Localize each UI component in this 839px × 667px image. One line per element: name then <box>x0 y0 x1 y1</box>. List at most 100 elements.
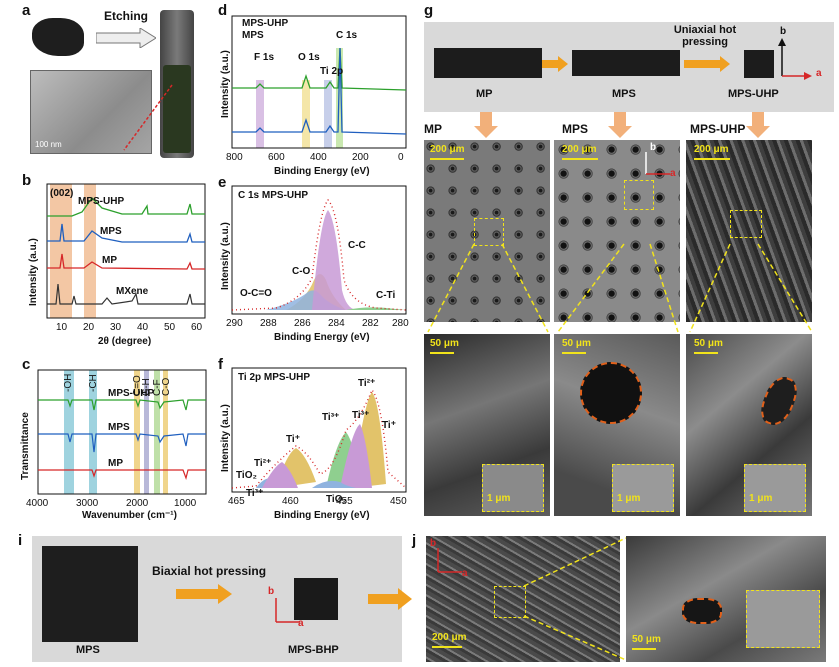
xrd-legend-mps: MPS <box>100 226 122 237</box>
i-axis-icon <box>275 598 300 623</box>
ftir-band-ch2 <box>144 370 149 494</box>
xrd-legend-mp: MP <box>102 255 117 266</box>
mps-uhp-sample <box>744 50 774 78</box>
inset-high <box>746 590 820 648</box>
scale-label: 200 μm <box>432 632 467 643</box>
ftir-xtick: 3000 <box>76 498 99 509</box>
ti2p-label: Ti³⁺ <box>246 488 263 499</box>
xrd-highlight-2 <box>84 184 96 318</box>
scale-bar <box>632 648 656 650</box>
c1s-xtick: 286 <box>294 318 311 329</box>
c1s-envelope <box>231 198 407 311</box>
h-axis-a: a <box>670 168 676 179</box>
xrd-line-mxene <box>47 283 205 305</box>
h-col-mp: MP <box>424 122 442 136</box>
panel-c-label: c <box>22 356 31 373</box>
j-axis-a: a <box>462 568 468 579</box>
uniaxial-pressing-photo: Uniaxial hot pressing b a MP MPS MPS-UHP <box>424 22 834 112</box>
ftir-frame <box>37 369 207 495</box>
ti2p-ylabel: Intensity (a.u.) <box>220 404 231 472</box>
xrd-xtick: 20 <box>83 322 95 333</box>
ti2p-xtick: 460 <box>282 496 299 507</box>
etching-label: Etching <box>104 9 148 23</box>
c1s-xtick: 284 <box>328 318 345 329</box>
sem-mp-high: 50 μm 1 μm <box>424 334 550 516</box>
scale-bar <box>430 352 454 354</box>
xps-peak-ti: Ti 2p <box>320 66 343 77</box>
ftir-band-label: -OH <box>63 374 74 392</box>
ftir-line-mp <box>38 469 206 481</box>
c1s-label-oco: O-C=O <box>240 288 272 299</box>
inset-scale-label: 1 μm <box>617 493 641 504</box>
ftir-band-oh <box>64 370 74 494</box>
xps-xtick: 0 <box>398 152 404 163</box>
xrd-xtick: 60 <box>191 322 203 333</box>
xrd-chart: MPS-UHP MPS MP MXene (002) 10 20 30 40 5… <box>28 183 206 346</box>
ftir-band-label: -CH <box>88 374 99 392</box>
zoom-box <box>730 210 762 238</box>
h-axis-icon <box>645 152 670 175</box>
ftir-line-mps <box>38 433 206 453</box>
xps-xtick: 800 <box>226 152 243 163</box>
ti2p-xlabel: Binding Energy (eV) <box>274 510 370 520</box>
xps-line-mps <box>232 47 407 135</box>
c1s-xtick: 290 <box>226 318 243 329</box>
xrd-line-uhp <box>47 196 205 217</box>
xrd-xtick: 30 <box>110 322 122 333</box>
panel-i-label: i <box>18 532 23 549</box>
xrd-legend-mxene: MXene <box>116 286 149 297</box>
i-axis-a: a <box>298 618 304 629</box>
pore-outline <box>682 598 722 624</box>
scale-label: 50 μm <box>562 338 591 349</box>
xrd-highlight-002 <box>50 184 72 318</box>
ti2p-label: TiO₂ <box>236 470 257 481</box>
g-sample-uhp: MPS-UHP <box>728 88 779 100</box>
ftir-ylabel: Transmittance <box>20 412 31 480</box>
etching-arrow <box>95 27 157 49</box>
ti2p-label: Ti³⁺ <box>352 410 369 421</box>
i-sample-mps: MPS <box>76 644 100 656</box>
c1s-frame <box>231 185 407 315</box>
xps-peak-o: O 1s <box>298 52 320 63</box>
vial-photo <box>160 10 194 158</box>
ti2p-label: Ti³⁺ <box>322 412 339 423</box>
zoom-dotted-line <box>123 84 173 151</box>
g-arrow-2 <box>684 56 730 72</box>
xps-band-c <box>336 48 343 148</box>
ti2p-title: Ti 2p MPS-UHP <box>238 372 310 383</box>
j-zoom-lines <box>523 537 627 661</box>
ftir-xlabel: Wavenumber (cm⁻¹) <box>82 510 177 520</box>
scale-bar <box>432 646 462 648</box>
mps-bhp-sample <box>294 578 338 620</box>
scale-bar <box>562 352 586 354</box>
ftir-band-co <box>134 370 140 494</box>
zoom-box <box>494 586 526 618</box>
ftir-chart: MPS-UHP MPS MP -OH -CH C=O C-H C-F C-O 4… <box>20 369 207 520</box>
h-col-mps: MPS <box>562 122 589 136</box>
ti2p-label: Ti²⁺ <box>358 378 375 389</box>
scale-bar <box>694 352 718 354</box>
i-sample-bhp: MPS-BHP <box>288 644 339 656</box>
ftir-xtick: 4000 <box>26 498 49 509</box>
ftir-band-label: C=O <box>132 375 143 396</box>
scale-label: 50 μm <box>632 634 661 645</box>
xrd-ylabel: Intensity (a.u.) <box>28 238 39 306</box>
xps-band-o <box>302 80 310 148</box>
ftir-band-cf <box>154 370 160 494</box>
scale-bar <box>694 158 730 160</box>
xps-ylabel: Intensity (a.u.) <box>220 50 231 118</box>
sem-bhp-low: b a 200 μm <box>426 536 620 662</box>
xrd-peak-label: (002) <box>50 188 73 199</box>
xps-xtick: 200 <box>352 152 369 163</box>
ti2p-peak-3 <box>262 462 298 488</box>
inset-scale-label: 1 μm <box>749 493 773 504</box>
c1s-label-cti: C-Ti <box>376 290 395 301</box>
sem-mps-low: 200 μm b a <box>554 140 680 322</box>
xrd-xtick: 50 <box>164 322 176 333</box>
h-col-uhp: MPS-UHP <box>690 122 746 136</box>
sem-bhp-high: 50 μm <box>626 536 826 662</box>
c1s-peak-cc <box>312 210 356 310</box>
xps-band-f <box>256 80 264 148</box>
c1s-label-cc: C-C <box>348 240 366 251</box>
panel-j-label: j <box>412 532 417 549</box>
